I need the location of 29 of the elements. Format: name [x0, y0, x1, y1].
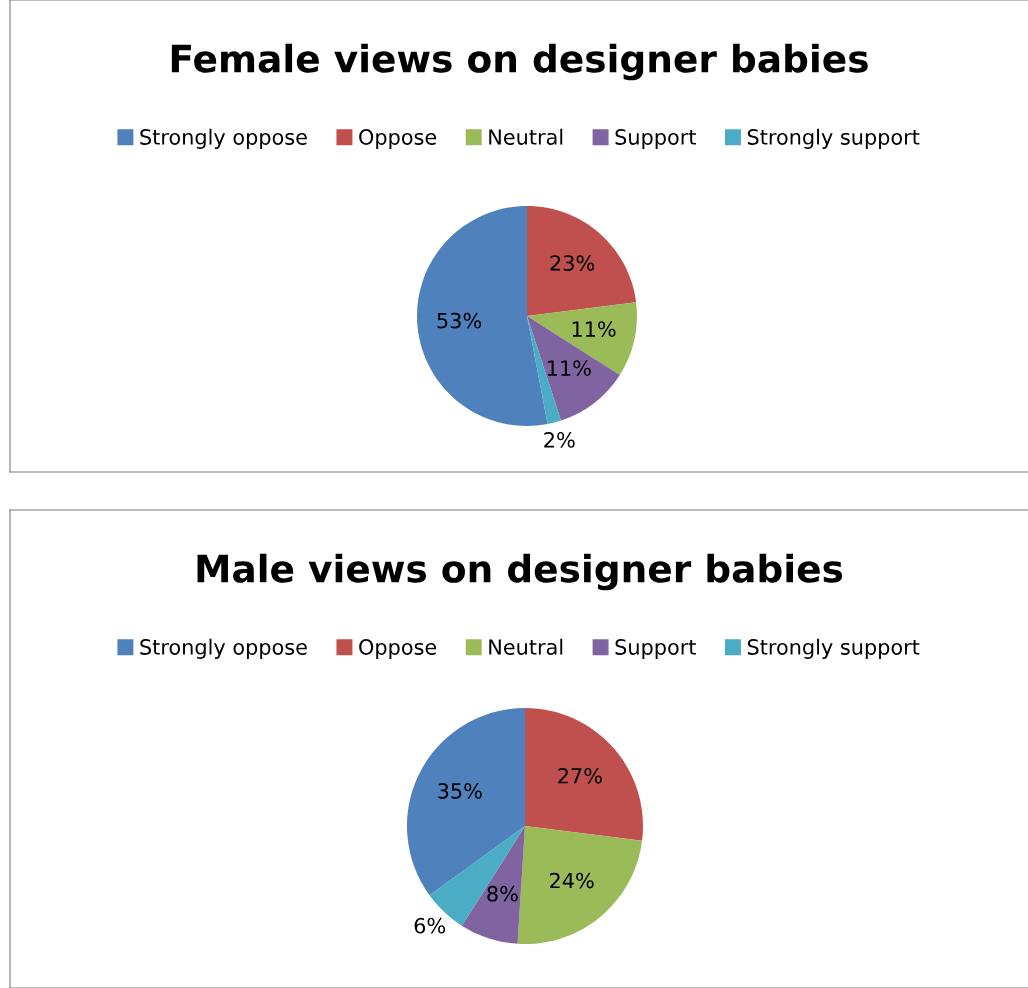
- pie-slice: [527, 316, 620, 421]
- data-label: 53%: [437, 312, 482, 329]
- data-label: 2%: [544, 432, 575, 448]
- pie-slice: [527, 206, 637, 316]
- data-label: 11%: [572, 321, 616, 337]
- legend-label: Neutral: [489, 128, 563, 145]
- legend-label: Strongly oppose: [140, 128, 307, 149]
- pie-slice: [517, 826, 643, 944]
- data-label: 11%: [547, 360, 591, 376]
- legend-label: Neutral: [489, 638, 563, 655]
- pie-slice: [525, 708, 643, 841]
- legend-label: Strongly support: [747, 128, 920, 149]
- data-label: 27%: [558, 767, 602, 784]
- legend-label: Oppose: [359, 639, 437, 659]
- data-label: 6%: [414, 917, 446, 934]
- data-label: 35%: [438, 783, 482, 799]
- chart-title: Female views on designer babies: [171, 43, 868, 81]
- legend-label: Support: [615, 639, 696, 659]
- legend-label: Strongly oppose: [140, 638, 307, 659]
- data-label: 8%: [487, 885, 518, 902]
- chart-title: Male views on designer babies: [197, 553, 843, 591]
- data-label: 23%: [550, 255, 595, 271]
- legend-label: Oppose: [359, 129, 437, 149]
- pie-slice: [461, 826, 525, 944]
- legend-label: Support: [615, 129, 696, 149]
- pie-slice: [417, 206, 548, 426]
- pie-slice: [527, 302, 637, 375]
- legend-label: Strongly support: [747, 638, 920, 659]
- data-label: 24%: [550, 872, 594, 889]
